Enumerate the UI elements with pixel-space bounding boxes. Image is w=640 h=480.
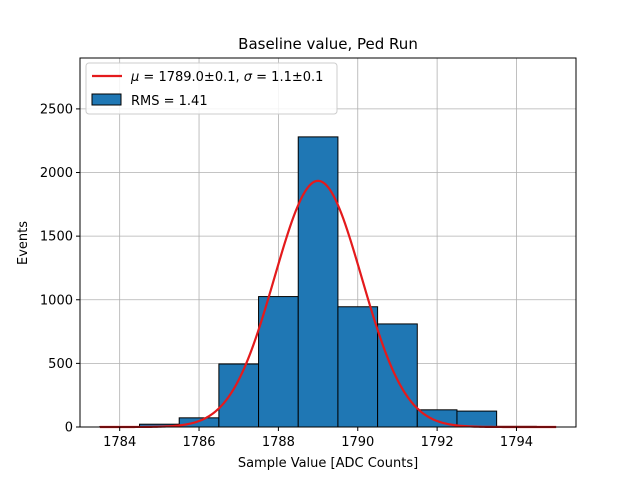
histogram-bar-5 bbox=[297, 136, 339, 428]
y-tick-label-4: 2000 bbox=[40, 166, 73, 181]
x-tick-label-1: 1786 bbox=[182, 435, 215, 450]
legend-rms-label: RMS = 1.41 bbox=[131, 94, 208, 109]
histogram-bar-6 bbox=[337, 306, 379, 428]
x-tick-label-5: 1794 bbox=[500, 435, 533, 450]
legend-box bbox=[85, 62, 338, 115]
histogram-bar-4 bbox=[258, 296, 299, 428]
legend-sigma-value: = 1.1±0.1 bbox=[252, 70, 323, 85]
legend-fit-label: μ = 1789.0±0.1, σ = 1.1±0.1 bbox=[130, 70, 323, 85]
histogram-bar-9 bbox=[456, 410, 498, 428]
plot-frame bbox=[79, 57, 577, 428]
legend-mu-value: = 1789.0±0.1, bbox=[139, 70, 243, 85]
legend: μ = 1789.0±0.1, σ = 1.1±0.1 RMS = 1.41 bbox=[85, 62, 338, 115]
y-tick-label-5: 2500 bbox=[40, 102, 73, 117]
histogram-bar-7 bbox=[377, 323, 418, 428]
legend-sigma-symbol: σ bbox=[244, 70, 253, 85]
y-tick-label-1: 500 bbox=[48, 357, 73, 372]
y-tick-label-0: 0 bbox=[65, 421, 73, 436]
y-axis-label: Events bbox=[16, 221, 31, 265]
y-tick-label-2: 1000 bbox=[40, 293, 73, 308]
x-axis-label: Sample Value [ADC Counts] bbox=[238, 456, 418, 471]
histogram-bar-3 bbox=[218, 363, 260, 428]
chart-title: Baseline value, Ped Run bbox=[238, 35, 418, 53]
x-tick-label-2: 1788 bbox=[262, 435, 295, 450]
x-tick-label-0: 1784 bbox=[103, 435, 136, 450]
x-axis-ticks: 1784 1786 1788 1790 1792 1794 bbox=[103, 427, 533, 450]
legend-rms-bar-swatch bbox=[91, 93, 122, 106]
legend-mu-symbol: μ bbox=[130, 70, 139, 85]
x-tick-label-3: 1790 bbox=[341, 435, 374, 450]
y-axis-ticks: 0 500 1000 1500 2000 2500 bbox=[40, 102, 80, 436]
x-tick-label-4: 1792 bbox=[421, 435, 454, 450]
y-tick-label-3: 1500 bbox=[40, 230, 73, 245]
